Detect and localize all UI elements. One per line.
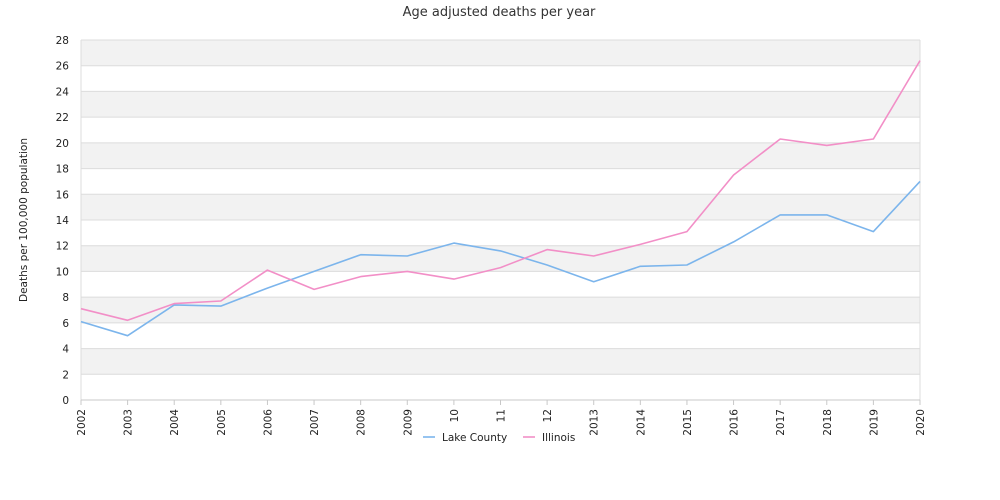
grid-bands: [81, 40, 920, 375]
y-tick-label: 28: [56, 35, 69, 47]
y-tick-label: 12: [56, 241, 69, 253]
x-tick-label: 2018: [822, 409, 834, 436]
y-axis-label: Deaths per 100,000 population: [18, 138, 30, 302]
x-tick-label: 2007: [309, 409, 321, 436]
y-tick-label: 2: [62, 369, 69, 381]
legend-item-illinois[interactable]: Illinois: [523, 432, 575, 444]
x-tick-label: 2019: [868, 409, 880, 436]
grid-band: [81, 348, 920, 375]
y-tick-label: 20: [56, 138, 69, 150]
grid-band: [81, 194, 920, 220]
grid-band: [81, 91, 920, 118]
y-tick-label: 10: [56, 266, 69, 278]
x-tick-label: 2014: [635, 409, 647, 436]
y-tick-label: 24: [56, 86, 70, 98]
x-tick-label: 2005: [216, 409, 228, 436]
x-tick-label: 2006: [262, 409, 274, 436]
x-tick-label: 2020: [915, 409, 927, 436]
x-tick-label: 11: [496, 409, 508, 422]
y-tick-label: 6: [62, 318, 69, 330]
x-tick-label: 2008: [356, 409, 368, 436]
x-tick-label: 2002: [76, 409, 88, 436]
y-tick-label: 22: [56, 112, 69, 124]
x-tick-label: 2015: [682, 409, 694, 436]
series-line-lake-county[interactable]: [80, 180, 921, 337]
series-group: [80, 60, 921, 337]
legend-item-lake-county[interactable]: Lake County: [423, 432, 507, 444]
series-line-illinois[interactable]: [80, 60, 921, 322]
y-tick-label: 0: [62, 395, 69, 407]
y-tick-label: 16: [56, 189, 70, 201]
y-tick-label: 4: [62, 344, 69, 356]
x-tick-label: 2017: [775, 409, 787, 436]
legend-label: Lake County: [442, 432, 507, 444]
x-tick-label: 10: [449, 409, 461, 422]
x-tick-label: 2004: [169, 409, 181, 436]
x-tick-label: 2016: [729, 409, 741, 436]
chart-title: Age adjusted deaths per year: [403, 5, 596, 20]
y-tick-label: 8: [62, 292, 69, 304]
grid-band: [81, 40, 920, 66]
x-tick-label: 2009: [402, 409, 414, 436]
y-tick-label: 14: [56, 215, 70, 227]
y-tick-label: 26: [56, 61, 70, 73]
x-tick-label: 2013: [589, 409, 601, 436]
legend-label: Illinois: [542, 432, 575, 444]
grid-band: [81, 142, 920, 169]
legend[interactable]: Lake County Illinois: [423, 432, 575, 444]
x-axis-ticks: 2002 2003 2004 2005 2006 2007 2008 2009 10 11 12 20…: [76, 400, 927, 436]
x-tick-label: 12: [542, 409, 554, 422]
x-tick-label: 2003: [123, 409, 135, 436]
y-tick-label: 18: [56, 164, 69, 176]
gridlines: [80, 39, 921, 401]
